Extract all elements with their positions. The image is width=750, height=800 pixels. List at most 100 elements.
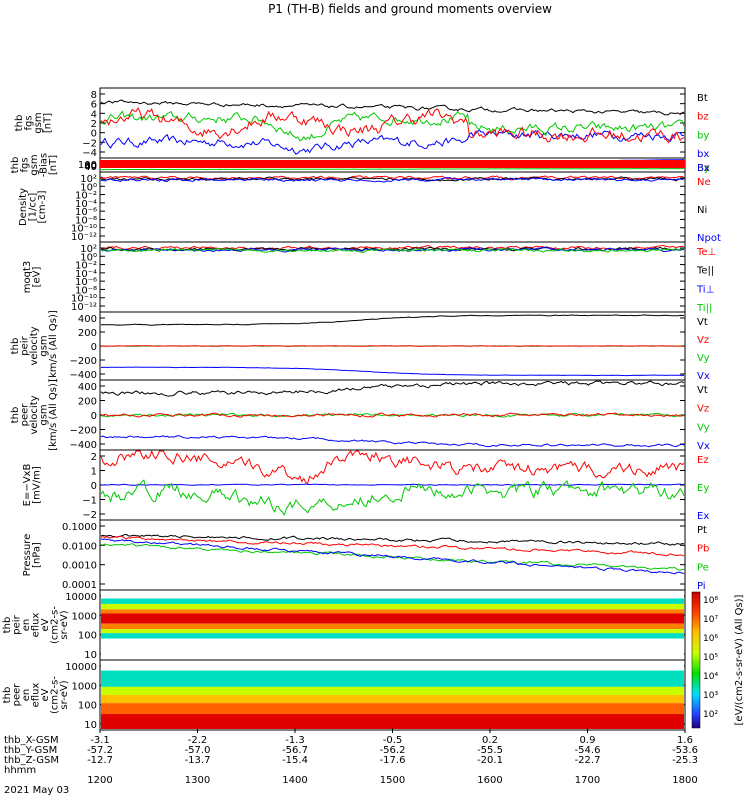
- series-line-By: [100, 167, 685, 171]
- spectrogram-band: [101, 609, 684, 614]
- series-line-Vz: [100, 412, 685, 418]
- legend-entry-Vz: Vz: [697, 335, 709, 346]
- y-axis-label: sr-eV): [59, 680, 70, 709]
- x-row-label: thb_Y-GSM: [4, 745, 57, 756]
- colorbar-tick-label: 10⁸: [703, 596, 718, 606]
- x-tick-label: 1800: [672, 775, 697, 786]
- x-row-value: -20.1: [477, 755, 503, 766]
- y-tick-label: 10⁻⁴: [75, 269, 97, 280]
- y-axis-label: peir: [12, 614, 23, 634]
- series-line-Vt: [100, 380, 685, 397]
- spectrogram-band: [101, 661, 684, 671]
- y-axis-label: E=−VxB: [22, 464, 33, 507]
- y-tick-label: 10⁻⁶: [75, 277, 97, 288]
- y-tick-label: 1000: [72, 611, 97, 622]
- y-tick-label: 0: [91, 411, 97, 422]
- y-axis-label: -Bias: [39, 153, 50, 177]
- y-tick-label: 200: [78, 328, 97, 339]
- x-row-value: -57.0: [185, 745, 211, 756]
- spectrogram: [101, 591, 684, 659]
- y-axis-label: en: [21, 689, 32, 702]
- x-row-label: hhmm: [4, 765, 36, 776]
- x-row-value: -56.2: [380, 745, 406, 756]
- panel-frame: [99, 519, 686, 591]
- y-axis-label: eflux: [31, 613, 42, 638]
- y-tick-label: 10²: [80, 244, 97, 255]
- y-tick-label: −1: [82, 496, 97, 507]
- y-tick-label: 10000: [65, 592, 97, 603]
- legend-entry-Vx: Vx: [697, 371, 710, 382]
- series-line-Pt: [100, 533, 685, 546]
- x-row-value: 1.6: [677, 735, 693, 746]
- y-axis-label: velocity: [29, 395, 40, 434]
- flag-bar-fill: [100, 160, 685, 168]
- figure-title: P1 (TH-B) fields and ground moments over…: [268, 2, 552, 16]
- legend-entry-Vx: Vx: [697, 441, 710, 452]
- x-tick-label: 1500: [380, 775, 405, 786]
- y-axis-label: en: [21, 619, 32, 632]
- spectrogram-band: [101, 686, 684, 695]
- series-line-Pi: [100, 538, 685, 575]
- spectrogram-band: [101, 638, 684, 659]
- series-line-Vx: [100, 366, 685, 377]
- series-line-Ne: [100, 175, 685, 181]
- x-row-label: thb_X-GSM: [4, 735, 59, 746]
- series-line-Ti||: [100, 247, 685, 253]
- y-tick-label: 4: [91, 109, 97, 120]
- x-row-value: -22.7: [575, 755, 601, 766]
- y-tick-label: 10⁻²: [75, 191, 97, 202]
- y-axis-label: thb: [2, 617, 13, 634]
- spectrogram-band: [101, 670, 684, 687]
- legend-entry-Pi: Pi: [697, 581, 706, 592]
- y-tick-label: 0: [91, 481, 97, 492]
- panel-9: 10000 1000 100 10 thbpeirenefluxeV(cm2-s-sr-…: [2, 589, 686, 661]
- y-axis-label: (cm2-s-: [50, 606, 61, 644]
- y-axis-label: eV: [40, 618, 51, 631]
- x-row-value: -56.7: [282, 745, 308, 756]
- y-tick-label: 1: [91, 467, 97, 478]
- series-line-bz: [100, 106, 685, 144]
- legend-entry-Vt: Vt: [697, 385, 708, 396]
- y-tick-label: 2: [91, 452, 97, 463]
- y-axis-label: [nPa]: [32, 542, 43, 568]
- x-row-value: -12.7: [87, 755, 113, 766]
- y-axis-label: [nT]: [48, 155, 59, 175]
- series-line-Ez: [100, 449, 685, 485]
- colorbar-tick-label: 10⁶: [703, 634, 718, 644]
- y-axis-label: thb: [2, 687, 13, 704]
- legend-entry-Bz: Bz: [697, 163, 709, 174]
- series-line-Pe: [100, 543, 685, 571]
- y-tick-label: 10⁻⁸: [75, 215, 97, 226]
- x-row-value: -54.6: [575, 745, 601, 756]
- x-row-value: -13.7: [185, 755, 211, 766]
- legend-entry-Pb: Pb: [697, 544, 709, 555]
- legend-entry-Ti||: Ti||: [696, 303, 712, 314]
- series-line-Vz: [100, 345, 685, 347]
- legend-entry-bz: bz: [697, 112, 709, 123]
- x-row-label: thb_Z-GSM: [4, 755, 59, 766]
- series-line-Ni: [100, 176, 685, 182]
- y-tick-label: 10⁻⁸: [75, 285, 97, 296]
- legend-entry-Ex: Ex: [697, 511, 709, 522]
- x-tick-label: 1700: [575, 775, 600, 786]
- series-line-Vy: [100, 412, 685, 418]
- series-line-Te⊥: [100, 244, 685, 251]
- y-axis-label: eflux: [31, 683, 42, 708]
- y-axis-label: thb: [10, 157, 21, 174]
- y-axis-label: [cm-3]: [37, 190, 48, 223]
- y-tick-label: −400: [70, 440, 97, 451]
- y-axis-label: fgs: [24, 115, 35, 130]
- colorbar: [691, 591, 701, 729]
- x-row-value: -55.5: [477, 745, 503, 756]
- y-axis-label: peir: [20, 335, 31, 355]
- y-tick-label: 2: [91, 119, 97, 130]
- spectrogram-band: [101, 603, 684, 610]
- y-axis-label: eV: [40, 688, 51, 701]
- series-line-Pb: [100, 535, 685, 557]
- colorbar-tick-label: 10³: [703, 691, 718, 701]
- y-tick-label: 10⁻¹²: [71, 232, 97, 243]
- spectrogram-band: [101, 695, 684, 704]
